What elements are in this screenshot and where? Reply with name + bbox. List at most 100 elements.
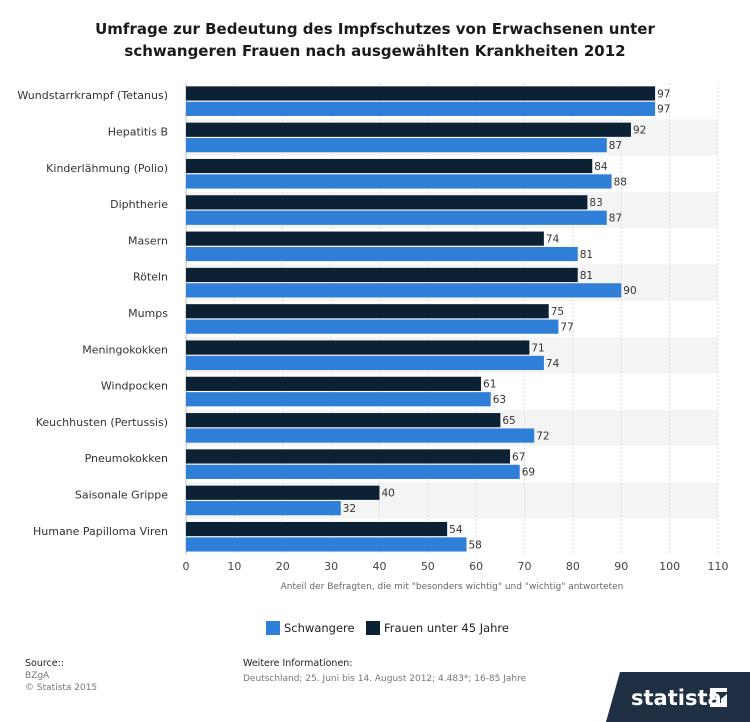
bar [186, 413, 501, 428]
source-line-1: BZgA [25, 671, 50, 681]
bar [186, 231, 544, 246]
bar [186, 174, 612, 189]
data-label: 74 [546, 358, 560, 370]
chart-title-line-2: schwangeren Frauen nach ausgewählten Kra… [124, 42, 625, 60]
bar [186, 138, 607, 153]
bar [186, 283, 622, 298]
category-label: Pneumokokken [85, 452, 168, 465]
x-tick-label: 50 [421, 560, 435, 573]
x-tick-label: 20 [276, 560, 290, 573]
bar [186, 464, 520, 479]
data-label: 92 [633, 125, 646, 137]
info-label: Weitere Informationen: [243, 658, 353, 669]
category-label: Saisonale Grippe [75, 488, 168, 501]
logo-background [606, 672, 750, 722]
data-label: 87 [609, 140, 622, 152]
data-label: 75 [551, 306, 564, 318]
category-label: Kinderlähmung (Polio) [46, 162, 168, 175]
data-label: 88 [614, 176, 627, 188]
data-label: 90 [623, 285, 636, 297]
data-label: 81 [580, 249, 593, 261]
bar [186, 246, 578, 262]
data-label: 40 [381, 488, 394, 500]
data-label: 67 [512, 451, 525, 463]
statista-logo[interactable]: statista [606, 672, 750, 722]
legend-label: Schwangere [284, 621, 355, 635]
bar [186, 210, 607, 225]
bar [186, 449, 511, 464]
data-label: 81 [580, 270, 593, 282]
bar [186, 428, 535, 443]
bars: 9797928784888387748181907577717461636572… [186, 86, 671, 552]
x-axis-title: Anteil der Befragten, die mit "besonders… [281, 582, 624, 592]
logo-text: statista [631, 686, 722, 710]
bar [186, 521, 448, 537]
category-label: Humane Papilloma Viren [33, 525, 168, 538]
category-label: Masern [128, 234, 168, 247]
x-tick-label: 40 [372, 560, 386, 573]
x-tick-label: 60 [469, 560, 483, 573]
bar [186, 355, 544, 371]
bar [186, 340, 530, 355]
source-line-2: © Statista 2015 [25, 683, 97, 693]
category-label: Hepatitis B [108, 125, 168, 138]
source-label: Source:: [25, 658, 64, 669]
data-label: 83 [589, 197, 602, 209]
x-tick-label: 80 [566, 560, 580, 573]
data-label: 65 [502, 415, 515, 427]
bar [186, 304, 549, 319]
bar [186, 501, 341, 516]
info-text: Deutschland; 25. Juni bis 14. August 201… [243, 674, 527, 684]
data-label: 74 [546, 233, 560, 245]
bar [186, 537, 467, 552]
x-tick-label: 10 [227, 560, 241, 573]
x-tick-label: 0 [183, 560, 190, 573]
bar [186, 376, 482, 391]
data-label: 97 [657, 88, 670, 100]
x-tick-label: 110 [708, 560, 729, 573]
data-label: 69 [522, 467, 535, 479]
bar [186, 319, 559, 334]
category-label: Windpocken [101, 380, 168, 393]
bar [186, 101, 656, 116]
legend-swatch [366, 621, 380, 635]
legend-swatch [266, 621, 280, 635]
bar [186, 485, 380, 500]
x-axis-ticks: 0 10 20 30 40 50 60 70 80 90 100 110 [183, 560, 729, 573]
category-label: Wundstarrkrampf (Tetanus) [17, 89, 168, 102]
statista-logo-icon [710, 688, 727, 707]
data-label: 84 [594, 161, 608, 173]
category-label: Mumps [128, 307, 168, 320]
legend: Schwangere Frauen unter 45 Jahre [266, 621, 509, 635]
bar [186, 86, 656, 101]
data-label: 63 [493, 394, 506, 406]
chart-title: Umfrage zur Bedeutung des Impfschutzes v… [95, 20, 655, 60]
bar [186, 158, 593, 174]
chart-title-line-1: Umfrage zur Bedeutung des Impfschutzes v… [95, 20, 655, 38]
data-label: 58 [469, 539, 482, 551]
category-label: Röteln [133, 271, 168, 284]
data-label: 97 [657, 104, 670, 116]
x-tick-label: 70 [518, 560, 532, 573]
bar [186, 267, 578, 283]
data-label: 61 [483, 379, 496, 391]
x-tick-label: 90 [614, 560, 628, 573]
data-label: 72 [536, 430, 549, 442]
data-label: 54 [449, 524, 463, 536]
x-tick-label: 30 [324, 560, 338, 573]
footer: Source:: BZgA © Statista 2015 Weitere In… [25, 658, 527, 693]
legend-label: Frauen unter 45 Jahre [384, 621, 509, 635]
data-label: 87 [609, 213, 622, 225]
category-label: Keuchhusten (Pertussis) [36, 416, 168, 429]
data-label: 71 [531, 342, 544, 354]
category-label: Diphtherie [110, 198, 168, 211]
bar [186, 122, 631, 137]
bar [186, 195, 588, 210]
data-label: 77 [560, 321, 573, 333]
bar [186, 392, 491, 407]
data-label: 32 [343, 503, 356, 515]
category-labels: Wundstarrkrampf (Tetanus) Hepatitis B Kind… [17, 89, 168, 538]
x-tick-label: 100 [659, 560, 680, 573]
category-label: Meningokokken [82, 343, 168, 356]
